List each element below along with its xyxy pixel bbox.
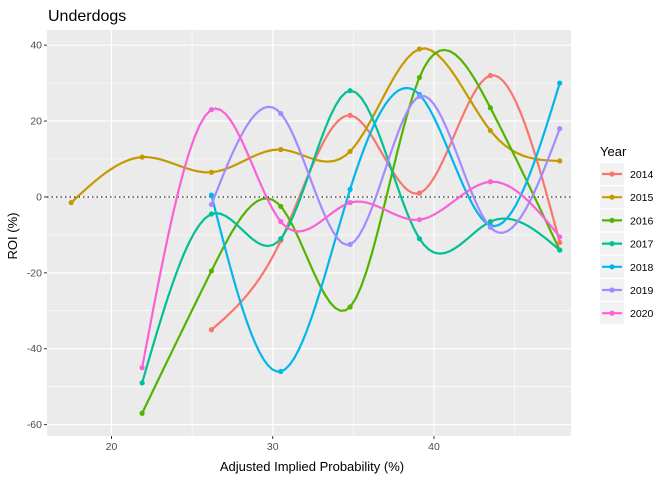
y-tick-label: 40 [30,40,42,52]
data-point-2020 [557,234,563,240]
legend-label-2017: 2017 [630,239,654,251]
data-point-2014 [487,72,493,79]
data-point-2015 [416,46,423,52]
y-tick-label: 20 [30,116,42,128]
data-point-2015 [208,169,215,175]
data-point-2014 [416,190,423,196]
legend-key-point [609,171,615,177]
data-point-2016 [139,410,145,416]
data-point-2020 [278,219,284,225]
legend-key-point [609,287,615,293]
x-axis-ticks: 20 30 40 [106,436,440,453]
data-points [68,46,563,416]
data-point-2020 [487,179,493,185]
legend-key-point [609,241,615,247]
y-axis-title: ROI (%) [5,213,20,260]
data-point-2019 [208,201,215,208]
panel-background [47,30,571,436]
legend-key-point [609,264,615,270]
data-point-2020 [208,107,215,113]
legend-label-2016: 2016 [630,215,654,227]
series-curve-2018 [210,82,561,373]
plot-panel [47,30,571,436]
legend-label-2014: 2014 [630,169,654,181]
series-curve-2015 [70,47,560,204]
legend-title: Year [600,144,627,159]
data-point-2015 [139,154,145,160]
data-point-2019 [278,110,284,117]
y-axis-ticks: -60 -40 -20 0 20 40 [27,40,47,431]
data-point-2015 [68,200,74,206]
data-point-2015 [347,148,353,155]
data-point-2018 [208,192,215,198]
data-point-2017 [347,88,353,94]
data-point-2015 [487,127,493,134]
data-point-2014 [208,327,215,333]
data-point-2017 [557,247,563,253]
data-point-2016 [416,74,423,81]
data-point-2017 [278,236,284,242]
data-point-2016 [347,304,353,310]
x-axis-title: Adjusted Implied Probability (%) [220,459,404,474]
series-curve-2019 [210,94,561,246]
data-point-2017 [208,211,215,217]
data-point-2020 [347,200,353,206]
gridlines [47,30,571,436]
data-point-2019 [557,126,563,132]
data-point-2018 [347,186,353,192]
y-tick-label: -40 [27,343,42,355]
data-point-2018 [278,368,284,375]
data-point-2017 [487,219,493,225]
data-point-2015 [557,158,563,164]
legend: Year 2014 2015 2016 2017 2018 2019 2020 [600,144,654,325]
data-point-2015 [278,146,284,153]
y-tick-label: -20 [27,267,42,279]
legend-label-2015: 2015 [630,192,654,204]
data-point-2019 [416,93,423,100]
data-point-2014 [557,239,563,246]
data-point-2017 [416,236,423,242]
x-tick-label: 40 [428,441,440,453]
data-point-2020 [416,217,423,223]
y-tick-label: 0 [36,191,42,203]
data-point-2016 [278,203,284,210]
x-tick-label: 30 [267,441,279,453]
data-point-2019 [347,241,353,247]
legend-key-point [609,310,615,316]
x-tick-label: 20 [106,441,118,453]
data-point-2017 [139,380,145,386]
data-point-2019 [487,224,493,230]
data-point-2016 [208,268,215,274]
legend-label-2020: 2020 [630,308,654,320]
data-point-2016 [487,105,493,111]
legend-label-2018: 2018 [630,262,654,274]
chart-title: Underdogs [48,8,126,25]
series-curve-2014 [210,74,561,331]
data-point-2020 [139,365,145,371]
y-tick-label: -60 [27,419,42,431]
legend-key-point [609,194,615,200]
legend-key-point [609,217,615,223]
data-point-2014 [347,112,353,118]
data-point-2018 [557,80,563,86]
legend-label-2019: 2019 [630,285,654,297]
